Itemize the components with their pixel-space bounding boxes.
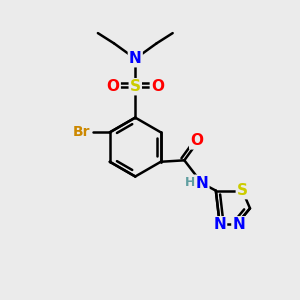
Text: O: O (107, 79, 120, 94)
Text: S: S (130, 79, 141, 94)
Text: O: O (190, 134, 203, 148)
Text: S: S (237, 183, 248, 198)
Text: O: O (151, 79, 164, 94)
Text: H: H (184, 176, 195, 189)
Text: N: N (213, 217, 226, 232)
Text: Br: Br (73, 125, 91, 139)
Text: N: N (232, 217, 245, 232)
Text: N: N (196, 176, 208, 191)
Text: N: N (129, 51, 142, 66)
